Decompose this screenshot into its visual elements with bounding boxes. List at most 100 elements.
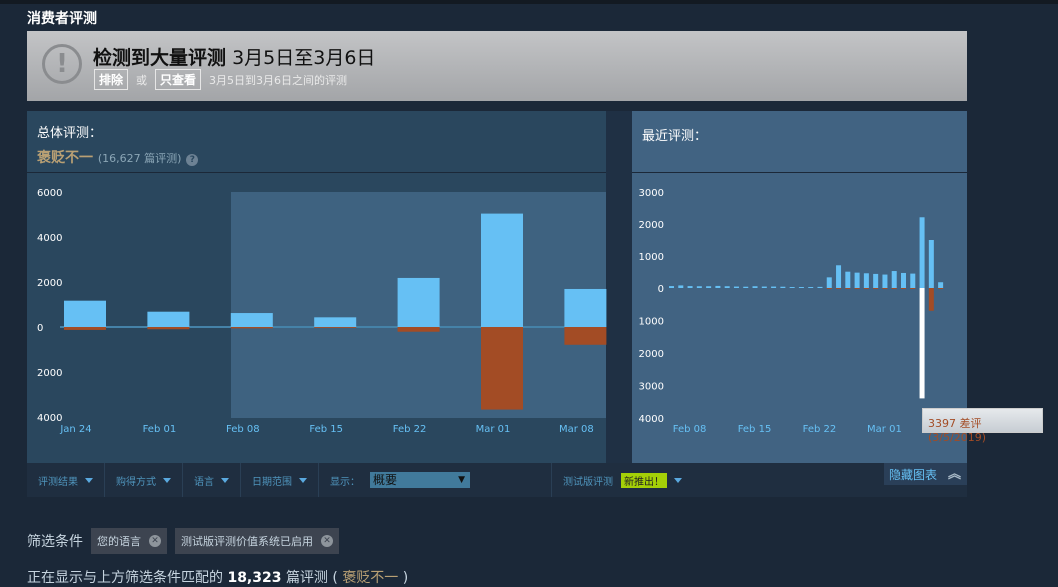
x-tick-label: Feb 08 [673,424,707,435]
negative-bar [910,288,916,289]
summary-close: ) [402,570,409,586]
positive-bar [314,317,357,327]
x-tick-label: Feb 08 [226,424,260,435]
positive-bar [752,286,758,288]
positive-bar [696,286,702,288]
negative-bar [873,288,879,289]
filter-review-type[interactable]: 评测结果 [27,463,105,497]
positive-bar [724,286,730,288]
or-text: 或 [136,73,148,87]
y-tick-label: 0 [658,284,664,295]
negative-bar [826,288,832,289]
x-tick-label: Feb 22 [803,424,837,435]
new-badge: 新推出！ [621,472,667,488]
negative-bar [845,288,851,289]
positive-bar [789,287,795,288]
negative-bar [481,327,523,410]
negative-bar [891,288,897,289]
negative-bar [397,327,440,332]
negative-bar [314,327,357,328]
alert-title-bold: 检测到大量评测 [93,47,227,69]
display-select[interactable]: 概要 ▼ [370,472,470,488]
alert-title-dates: 3月5日至3月6日 [232,47,376,69]
negative-bar [836,288,842,289]
positive-bar [761,286,767,288]
help-icon[interactable]: ? [186,154,199,166]
positive-bar [817,286,823,288]
negative-bar [854,288,860,289]
negative-bar [919,288,925,399]
positive-bar [891,271,897,288]
positive-bar [910,273,916,288]
exclamation-circle-icon: ! [42,44,82,84]
zoom-connector [606,111,632,463]
only-show-button[interactable]: 只查看 [155,69,202,90]
negative-bar [230,327,273,329]
positive-bar [938,282,944,288]
positive-bar [230,313,273,327]
positive-bar [808,287,814,288]
positive-bar [678,285,684,288]
positive-bar [669,286,674,288]
positive-bar [836,265,842,288]
negative-bar [64,327,106,330]
positive-bar [147,311,190,327]
filter-date-range[interactable]: 日期范围 [241,463,319,497]
y-tick-label: 6000 [37,188,62,199]
y-tick-label: 4000 [37,233,62,244]
filter-label: 购得方式 [116,476,156,488]
positive-bar [863,273,869,288]
y-tick-label: 4000 [37,413,62,424]
x-tick-label: Feb 15 [309,424,343,435]
beta-label: 测试版评测 [563,476,613,488]
filter-language[interactable]: 语言 [183,463,241,497]
dropdown-arrow-icon [163,477,171,483]
positive-bar [397,277,440,327]
positive-bar [481,213,523,327]
display-value: 概要 [373,473,398,487]
hide-chart-button[interactable]: 隐藏图表 ︽ [884,463,967,485]
x-tick-label: Jan 24 [59,424,91,435]
filter-label: 评测结果 [38,476,78,488]
dropdown-arrow-icon [221,477,229,483]
summary-prefix: 正在显示与上方筛选条件匹配的 [27,570,223,586]
y-tick-label: 3000 [639,188,664,199]
negative-bar [938,288,944,289]
summary-count: 18,323 [227,570,282,586]
x-tick-label: Feb 01 [143,424,177,435]
filters-label: 筛选条件 [27,534,83,550]
summary-rating: 褒贬不一 [342,570,399,586]
select-arrow-icon: ▼ [458,475,465,485]
double-chevron-up-icon: ︽ [947,467,961,482]
positive-bar [771,286,777,288]
negative-bar [901,288,906,289]
exclude-button[interactable]: 排除 [94,69,129,90]
section-title: 消费者评测 [27,11,97,27]
hide-chart-label: 隐藏图表 [889,468,938,482]
filter-bar: 评测结果 购得方式 语言 日期范围 显示： 概要 ▼ 测试版评测 新推出！ [27,463,967,497]
remove-icon[interactable]: ✕ [321,535,333,547]
positive-bar [845,271,851,288]
positive-bar [919,217,925,288]
active-filters: 筛选条件 您的语言 ✕ 测试版评测价值系统已启用 ✕ [27,528,339,554]
x-tick-label: Feb 22 [393,424,427,435]
y-tick-label: 2000 [639,349,664,360]
filter-chip-beta[interactable]: 测试版评测价值系统已启用 ✕ [175,528,339,554]
positive-bar [733,286,739,288]
filter-chip-language[interactable]: 您的语言 ✕ [91,528,167,554]
y-tick-label: 0 [37,323,43,334]
dropdown-arrow-icon [674,477,682,483]
remove-icon[interactable]: ✕ [149,535,161,547]
dropdown-arrow-icon [299,477,307,483]
positive-bar [882,274,888,288]
top-divider [0,0,1058,4]
positive-bar [854,272,860,288]
positive-bar [798,287,804,288]
filter-purchase-type[interactable]: 购得方式 [105,463,183,497]
x-tick-label: Mar 01 [867,424,902,435]
positive-bar [780,286,786,288]
positive-bar [928,240,934,288]
positive-bar [687,286,693,288]
filter-beta[interactable]: 测试版评测 新推出！ [552,463,693,497]
